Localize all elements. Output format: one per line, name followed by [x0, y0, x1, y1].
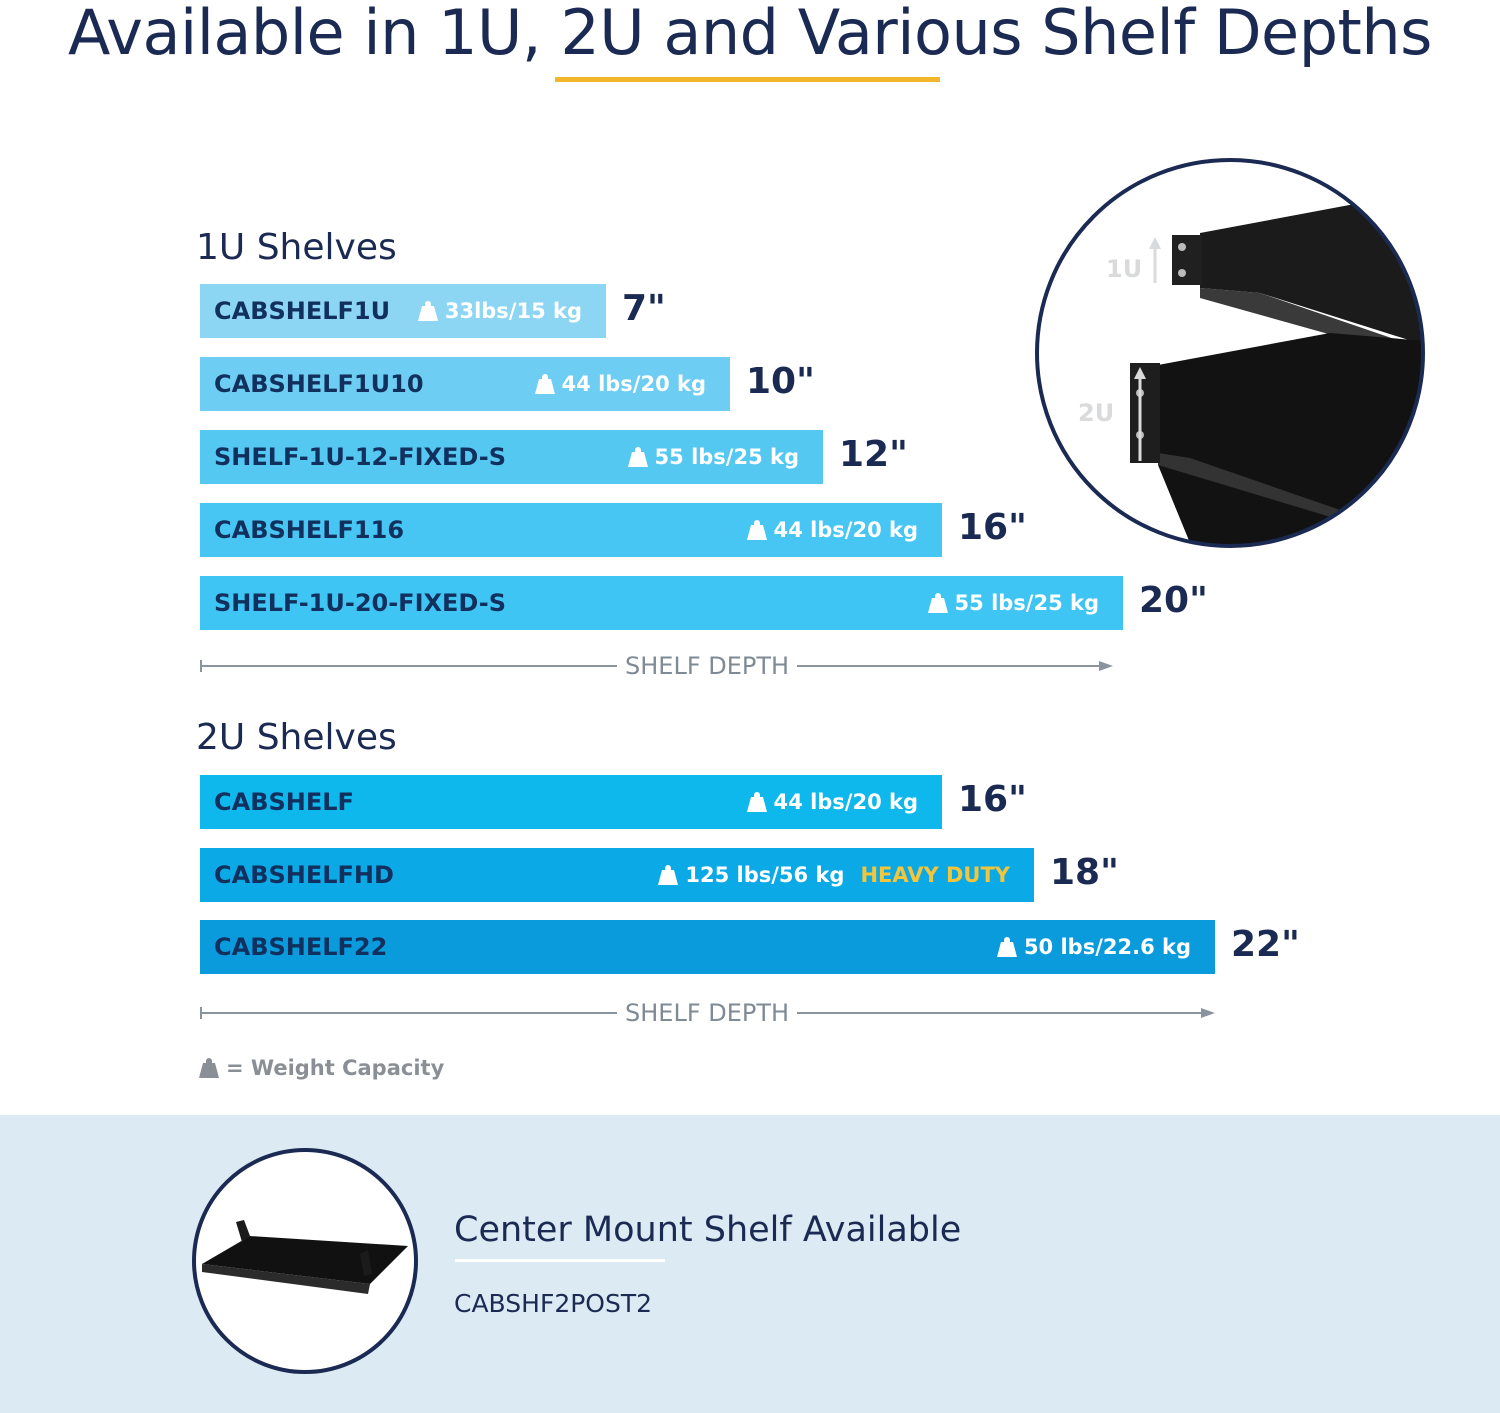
capacity-text: 44 lbs/20 kg: [773, 790, 918, 814]
weight-icon: [746, 520, 767, 540]
depth-label: 10": [746, 361, 815, 402]
bar-shelf-1u-20-fixed-s: SHELF-1U-20-FIXED-S 55 lbs/25 kg: [200, 576, 1123, 630]
bar-shelf-1u-12-fixed-s: SHELF-1U-12-FIXED-S 55 lbs/25 kg: [200, 430, 823, 484]
capacity-text: 55 lbs/25 kg: [954, 591, 1099, 615]
heavy-duty-label: HEAVY DUTY: [860, 862, 1010, 887]
axis-label: SHELF DEPTH: [617, 998, 798, 1028]
depth-label: 7": [622, 288, 666, 329]
capacity-label: 125 lbs/56 kg HEAVY DUTY: [657, 848, 1010, 902]
weight-icon: [746, 792, 767, 812]
capacity-text: 55 lbs/25 kg: [654, 445, 799, 469]
section-title-1u: 1U Shelves: [196, 227, 397, 268]
weight-icon: [417, 301, 438, 321]
weight-icon: [627, 447, 648, 467]
center-mount-title: Center Mount Shelf Available: [454, 1210, 962, 1250]
capacity-label: 44 lbs/20 kg: [746, 503, 918, 557]
weight-icon: [996, 937, 1017, 957]
legend: = Weight Capacity: [198, 1056, 444, 1080]
axis-label: SHELF DEPTH: [617, 651, 798, 681]
shelf-inset-image: 1U 2U: [1035, 158, 1425, 548]
weight-icon: [199, 1058, 219, 1078]
depth-label: 22": [1231, 924, 1300, 965]
capacity-label: 33lbs/15 kg: [417, 284, 582, 338]
capacity-label: 55 lbs/25 kg: [927, 576, 1099, 630]
weight-icon: [534, 374, 555, 394]
bar-cabshelf116: CABSHELF116 44 lbs/20 kg: [200, 503, 942, 557]
capacity-text: 44 lbs/20 kg: [773, 518, 918, 542]
bar-cabshelf1u10: CABSHELF1U10 44 lbs/20 kg: [200, 357, 730, 411]
depth-label: 18": [1050, 851, 1119, 893]
capacity-text: 33lbs/15 kg: [444, 299, 582, 323]
center-mount-shelf-image: [192, 1148, 418, 1374]
bar-label: CABSHELF: [214, 788, 354, 816]
bar-label: CABSHELF116: [214, 516, 405, 544]
capacity-label: 55 lbs/25 kg: [627, 430, 799, 484]
center-mount-underline: [455, 1259, 665, 1262]
depth-label: 12": [839, 434, 908, 475]
capacity-text: 50 lbs/22.6 kg: [1023, 935, 1191, 959]
bar-cabshelf1u: CABSHELF1U 33lbs/15 kg: [200, 284, 606, 338]
section-title-2u: 2U Shelves: [196, 717, 397, 758]
depth-label: 16": [958, 507, 1027, 548]
legend-text: = Weight Capacity: [226, 1056, 445, 1080]
bar-label: CABSHELFHD: [214, 860, 394, 889]
page-title: Available in 1U, 2U and Various Shelf De…: [68, 0, 1432, 69]
depth-label: 16": [958, 779, 1027, 820]
bar-label: CABSHELF1U10: [214, 370, 424, 398]
bar-label: CABSHELF1U: [214, 297, 391, 325]
capacity-label: 44 lbs/20 kg: [534, 357, 706, 411]
capacity-label: 44 lbs/20 kg: [746, 775, 918, 829]
capacity-label: 50 lbs/22.6 kg: [996, 920, 1191, 974]
bar-label: SHELF-1U-12-FIXED-S: [214, 443, 507, 471]
inset-label-1u: 1U: [1106, 255, 1142, 283]
capacity-text: 44 lbs/20 kg: [561, 372, 706, 396]
center-mount-model: CABSHF2POST2: [454, 1289, 653, 1318]
bar-label: CABSHELF22: [214, 933, 388, 961]
capacity-text: 125 lbs/56 kg: [685, 862, 845, 887]
bar-cabshelf: CABSHELF 44 lbs/20 kg: [200, 775, 942, 829]
depth-label: 20": [1139, 580, 1208, 621]
weight-icon: [927, 593, 948, 613]
bar-cabshelfhd: CABSHELFHD 125 lbs/56 kg HEAVY DUTY: [200, 847, 1034, 902]
bar-label: SHELF-1U-20-FIXED-S: [214, 589, 507, 617]
weight-icon: [658, 864, 679, 885]
bar-cabshelf22: CABSHELF22 50 lbs/22.6 kg: [200, 920, 1215, 974]
inset-label-2u: 2U: [1078, 399, 1114, 427]
title-underline: [555, 77, 940, 82]
